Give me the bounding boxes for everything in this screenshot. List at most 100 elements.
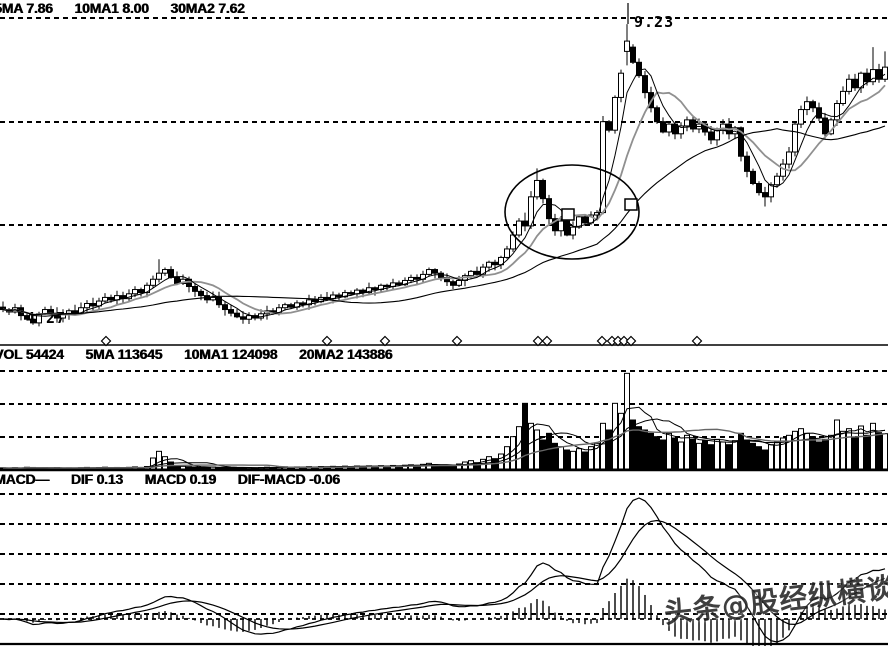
volume-bar xyxy=(780,437,786,470)
kline-indicator-header: 5MA 7.86 10MA1 8.00 30MA2 7.62 xyxy=(0,0,263,16)
volume-indicator-header: VOL 54424 5MA 113645 10MA1 124098 20MA2 … xyxy=(0,346,410,362)
volume-bar xyxy=(882,433,888,470)
candle-body xyxy=(492,261,498,266)
candle-body xyxy=(210,296,216,301)
candle-body xyxy=(738,127,744,157)
candle-body xyxy=(672,123,678,135)
volume-bar xyxy=(756,446,762,470)
volume-bar xyxy=(192,466,198,470)
candle-body xyxy=(24,315,30,320)
candle-body xyxy=(810,101,816,109)
candle-body xyxy=(882,66,888,80)
candle-body xyxy=(840,90,846,105)
event-diamond-marker xyxy=(596,335,608,347)
event-diamond-marker xyxy=(379,335,391,347)
candle-body xyxy=(282,304,288,309)
candle-body xyxy=(690,119,696,130)
volume-bar xyxy=(198,466,204,470)
dif-macd-value: DIF-MACD -0.06 xyxy=(237,471,340,487)
candle-body xyxy=(48,309,54,314)
volume-bar xyxy=(204,466,210,470)
volume-bar xyxy=(762,449,768,470)
candle-body xyxy=(564,220,570,236)
ma10-value: 10MA1 8.00 xyxy=(74,0,149,16)
candle-body xyxy=(450,281,456,286)
ma10-line xyxy=(2,84,886,317)
candle-body xyxy=(630,46,636,63)
dea-line xyxy=(2,519,886,630)
candle-body xyxy=(198,290,204,297)
candle-body xyxy=(822,117,828,135)
volume-bar xyxy=(828,434,834,470)
volume-bar xyxy=(852,437,858,470)
macd-layer xyxy=(2,497,886,646)
event-diamond-marker xyxy=(451,335,463,347)
candle-body xyxy=(366,287,372,294)
candle-body xyxy=(570,226,576,236)
event-diamond-marker xyxy=(541,335,553,347)
candle-body xyxy=(300,302,306,306)
volume-bar xyxy=(822,438,828,470)
volume-bar xyxy=(180,465,186,470)
candle-body xyxy=(468,270,474,277)
candle-body xyxy=(312,299,318,303)
candle-body xyxy=(846,78,852,92)
candle-body xyxy=(504,248,510,258)
volume-layer xyxy=(0,372,888,470)
volume-bar xyxy=(810,436,816,470)
candle-body xyxy=(234,312,240,318)
volume-bar xyxy=(576,448,582,470)
ma30-line xyxy=(2,125,886,316)
macd-indicator-header: MACD— DIF 0.13 MACD 0.19 DIF-MACD -0.06 xyxy=(0,471,358,487)
candle-body xyxy=(408,276,414,281)
candle-body xyxy=(540,179,546,200)
volume-bar xyxy=(228,467,234,470)
volume-bar xyxy=(684,434,690,470)
volume-bar xyxy=(708,444,714,470)
volume-bar xyxy=(768,444,774,470)
candle-body xyxy=(306,299,312,306)
candle-body xyxy=(750,170,756,185)
volume-bar xyxy=(654,436,660,470)
candle-body xyxy=(486,261,492,268)
price-ma-lines xyxy=(2,68,886,318)
vol-ma5-value: 5MA 113645 xyxy=(85,346,163,362)
candle-body xyxy=(780,163,786,177)
event-diamond-marker xyxy=(625,335,637,347)
candle-body xyxy=(336,294,342,298)
candle-body xyxy=(102,296,108,302)
candle-body xyxy=(762,192,768,198)
candle-body xyxy=(84,302,90,309)
candle-body xyxy=(150,278,156,286)
candle-body xyxy=(324,296,330,300)
volume-bar xyxy=(648,432,654,470)
candle-body xyxy=(744,155,750,172)
candle-body xyxy=(606,121,612,131)
volume-bar xyxy=(528,422,534,470)
candle-body xyxy=(786,151,792,165)
vol-ma20-value: 20MA2 143886 xyxy=(298,346,393,362)
volume-bar xyxy=(522,402,528,470)
volume-bar xyxy=(660,439,666,470)
volume-bar xyxy=(588,446,594,470)
candle-body xyxy=(798,109,804,125)
candle-body xyxy=(594,212,600,216)
volume-bar xyxy=(840,430,846,470)
volume-bar xyxy=(558,446,564,470)
volume-bar xyxy=(816,441,822,470)
candle-body xyxy=(144,284,150,294)
candle-body xyxy=(72,310,78,314)
candle-body xyxy=(546,198,552,220)
volume-bar xyxy=(456,463,462,470)
volume-bar xyxy=(546,432,552,470)
volume-bar xyxy=(732,440,738,470)
candle-body xyxy=(426,269,432,275)
candle-body xyxy=(228,309,234,314)
buy-point-square-marker xyxy=(624,198,638,211)
vol-ma10-value: 10MA1 124098 xyxy=(183,346,278,362)
candle-body xyxy=(480,266,486,275)
candle-body xyxy=(582,216,588,224)
candle-body xyxy=(240,316,246,320)
